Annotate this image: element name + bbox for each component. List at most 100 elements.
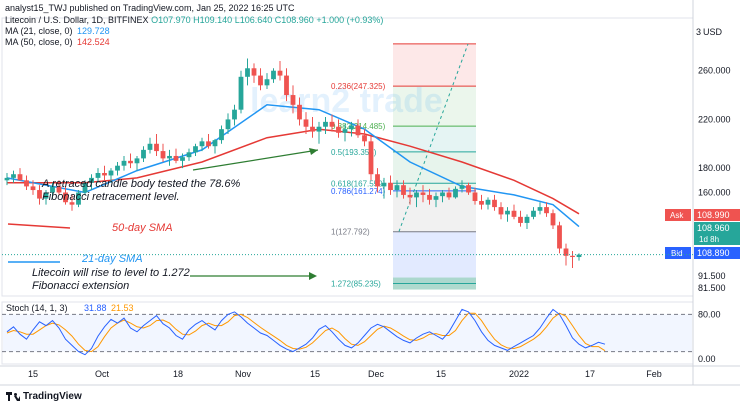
candle (186, 148, 192, 161)
candle (199, 137, 205, 152)
candle (219, 125, 224, 144)
candle-body (141, 149, 146, 159)
fibonacci-retracement: 0.236(247.325)0.382(214.485)0.5(193.355)… (331, 43, 476, 290)
price-tick: 180.000 (698, 163, 731, 173)
candle (303, 112, 309, 135)
candle-body (362, 135, 367, 142)
candle-body (303, 119, 309, 127)
candle-body (440, 192, 445, 197)
candle (537, 202, 543, 215)
candle (479, 194, 484, 210)
candle-body (290, 95, 296, 105)
candle-body (498, 207, 504, 215)
bid-price: 108.890 (697, 248, 730, 258)
candle (232, 104, 237, 126)
candle (414, 190, 419, 208)
candle-body (30, 186, 36, 191)
candle-body (284, 75, 289, 96)
candle-body (459, 185, 465, 189)
candle (362, 129, 367, 147)
candle (290, 85, 296, 114)
candle (576, 253, 582, 261)
candle-body (505, 210, 510, 215)
time-tick: 18 (173, 369, 183, 379)
candle (238, 70, 244, 114)
candle (56, 180, 62, 195)
candle (310, 116, 315, 138)
candle (134, 155, 140, 171)
publisher-line: analyst15_TWJ published on TradingView.c… (5, 3, 295, 13)
ma50-legend[interactable]: MA (50, close, 0) 142.524 (5, 37, 110, 47)
candle (108, 168, 114, 183)
ask-tag: Ask (670, 211, 684, 220)
bid-tag-bg (665, 247, 691, 259)
ask-tag-bg (665, 209, 691, 221)
candle (95, 168, 101, 183)
candles (4, 58, 582, 268)
footer-brand[interactable]: TradingView (6, 391, 82, 402)
fib-zone-0.236 (393, 86, 476, 127)
price-tick: 81.500 (698, 283, 726, 293)
candle-body (414, 192, 419, 198)
candle (69, 194, 75, 211)
candle (225, 113, 231, 135)
symbol-title[interactable]: Litecoin / U.S. Dollar, 1D, BITFINEX (5, 15, 149, 25)
candle (43, 190, 49, 205)
candle (492, 194, 497, 211)
candle-body (433, 196, 439, 200)
candle (401, 180, 406, 199)
candle (355, 119, 361, 138)
ask-price-bg (694, 209, 740, 221)
ma21-line (6, 104, 580, 228)
candle-body (115, 165, 120, 171)
retrace-note-line1: A retraced candle body tested the 78.6% (41, 178, 241, 190)
candle (440, 190, 445, 203)
candle (89, 174, 94, 191)
candle (271, 68, 276, 83)
candle-body (251, 68, 257, 76)
candle (394, 180, 400, 198)
candle (570, 250, 575, 268)
sma21-note: 21-day SMA (81, 253, 143, 265)
ohlc-open: O107.970 (151, 15, 191, 25)
candle (167, 149, 172, 166)
candle-body (76, 192, 81, 205)
stoch-d-value: 21.53 (111, 303, 134, 313)
fib-label: 0.5(193.355) (331, 148, 377, 157)
candle-body (186, 152, 192, 158)
candle (297, 97, 302, 126)
axes: USD3260.000220.000180.000160.000140.0001… (2, 27, 740, 379)
candle-body (206, 141, 211, 147)
ohlc-change: +1.000 (+0.93%) (316, 15, 384, 25)
candle-body (427, 194, 432, 200)
candle-body (563, 248, 569, 256)
candle-body (511, 210, 517, 217)
candle-body (258, 75, 263, 86)
candle (323, 116, 328, 135)
candle (173, 148, 179, 164)
tradingview-logo-icon (6, 392, 20, 401)
candle (212, 138, 218, 154)
bid-price-bg (694, 247, 740, 259)
candle-body (95, 173, 101, 178)
candle-body (63, 192, 68, 203)
candle (531, 207, 536, 220)
candle-body (82, 182, 88, 193)
candle (141, 146, 146, 163)
candle-body (193, 146, 198, 153)
stoch-k-line (6, 308, 606, 356)
candle-body (323, 121, 328, 127)
candle-body (277, 70, 283, 76)
candle-body (446, 192, 452, 198)
price-tick: 91.500 (698, 271, 726, 281)
ma21-legend[interactable]: MA (21, close, 0) 129.728 (5, 26, 110, 36)
candle-body (238, 76, 244, 110)
fib-label: 1.272(85.235) (331, 280, 381, 289)
candle-body (401, 185, 406, 195)
retrace-arrow (192, 149, 319, 171)
fib-zone-0 (393, 43, 476, 87)
candle-body (50, 186, 55, 193)
candle-body (570, 255, 575, 258)
candle (180, 153, 185, 169)
sma50-note: 50-day SMA (112, 222, 173, 234)
